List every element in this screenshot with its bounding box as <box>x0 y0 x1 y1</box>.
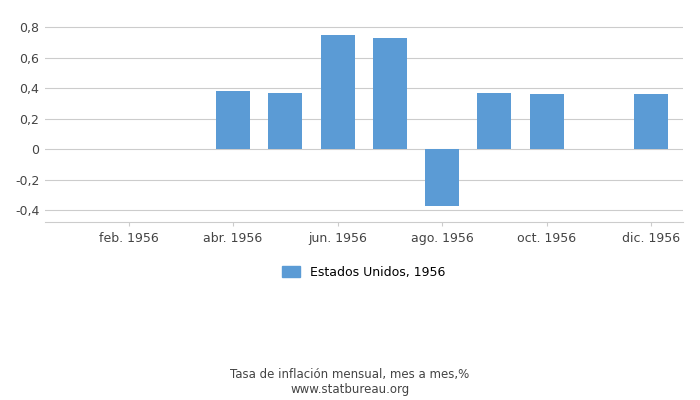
Text: www.statbureau.org: www.statbureau.org <box>290 383 410 396</box>
Bar <box>321 35 355 149</box>
Bar <box>634 94 668 149</box>
Bar <box>216 91 250 149</box>
Text: Tasa de inflación mensual, mes a mes,%: Tasa de inflación mensual, mes a mes,% <box>230 368 470 381</box>
Legend: Estados Unidos, 1956: Estados Unidos, 1956 <box>281 266 446 279</box>
Bar <box>268 93 302 149</box>
Bar <box>373 38 407 149</box>
Bar <box>425 149 459 206</box>
Bar <box>530 94 564 149</box>
Bar <box>477 93 512 149</box>
